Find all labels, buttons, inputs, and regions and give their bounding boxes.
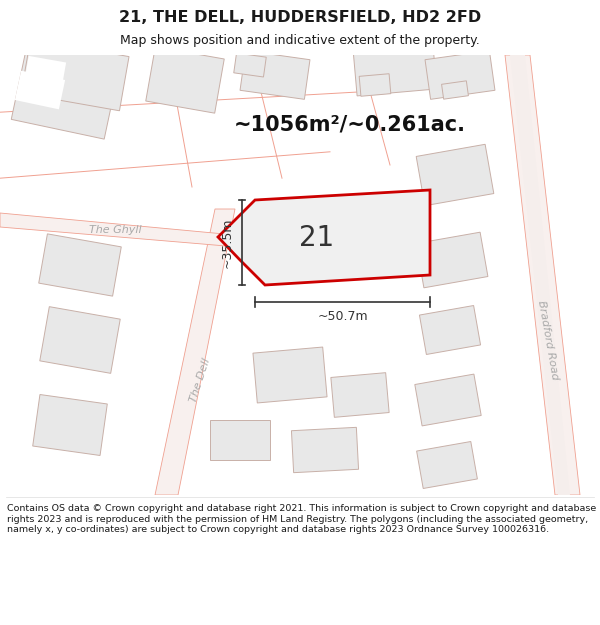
Bar <box>15 71 65 109</box>
Bar <box>40 307 120 373</box>
Bar <box>33 394 107 456</box>
Text: 21, THE DELL, HUDDERSFIELD, HD2 2FD: 21, THE DELL, HUDDERSFIELD, HD2 2FD <box>119 10 481 25</box>
Text: ~50.7m: ~50.7m <box>317 309 368 322</box>
Text: 21: 21 <box>299 224 334 252</box>
Bar <box>234 53 266 77</box>
Bar <box>425 51 495 99</box>
Bar <box>11 51 119 139</box>
Polygon shape <box>505 55 580 495</box>
Bar <box>415 374 481 426</box>
Bar <box>416 232 488 288</box>
Text: Contains OS data © Crown copyright and database right 2021. This information is : Contains OS data © Crown copyright and d… <box>7 504 596 534</box>
Polygon shape <box>0 213 238 247</box>
Text: ~1056m²/~0.261ac.: ~1056m²/~0.261ac. <box>234 115 466 135</box>
Bar <box>416 441 478 489</box>
Polygon shape <box>155 209 235 495</box>
Bar <box>359 74 391 96</box>
Text: Bradford Road: Bradford Road <box>536 299 560 381</box>
Bar <box>24 56 66 90</box>
Polygon shape <box>510 55 570 495</box>
Text: The Ghyll: The Ghyll <box>89 225 142 235</box>
Bar <box>292 428 359 472</box>
Polygon shape <box>218 190 430 285</box>
Text: Map shows position and indicative extent of the property.: Map shows position and indicative extent… <box>120 34 480 47</box>
Bar <box>146 47 224 113</box>
Bar <box>442 81 469 99</box>
Bar <box>353 44 437 96</box>
Bar <box>416 144 494 206</box>
Bar <box>210 420 270 460</box>
Bar <box>419 306 481 354</box>
Text: The Dell: The Dell <box>188 357 212 403</box>
Bar <box>331 372 389 418</box>
Bar <box>253 347 327 403</box>
Bar <box>39 234 121 296</box>
Bar <box>240 51 310 99</box>
Text: ~35.5m: ~35.5m <box>221 217 233 268</box>
Bar <box>21 39 129 111</box>
